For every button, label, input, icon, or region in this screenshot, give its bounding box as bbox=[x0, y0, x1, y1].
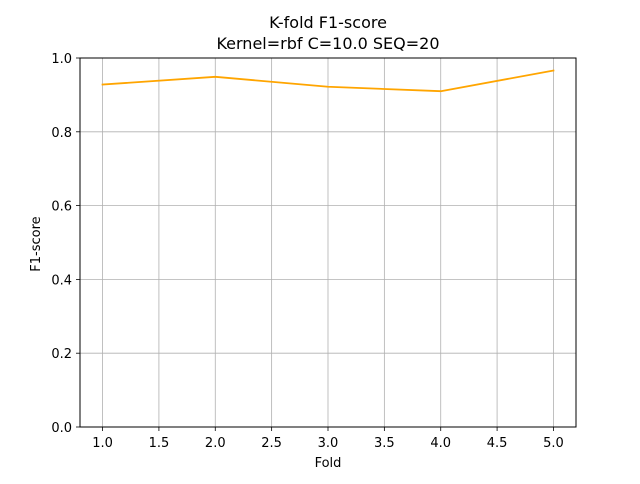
series-layer bbox=[101, 69, 555, 93]
chart-title-line-2: Kernel=rbf C=10.0 SEQ=20 bbox=[216, 34, 439, 53]
x-tick-label: 4.5 bbox=[487, 436, 508, 451]
x-tick-label: 1.0 bbox=[92, 436, 113, 451]
x-tick-label: 1.5 bbox=[149, 436, 170, 451]
x-tick-label: 2.0 bbox=[205, 436, 226, 451]
x-tick-label: 5.0 bbox=[543, 436, 564, 451]
x-axis-label: Fold bbox=[315, 456, 342, 471]
y-axis: 0.0 0.2 0.4 0.6 0.8 1.0 bbox=[51, 52, 80, 436]
y-tick-label: 0.6 bbox=[51, 200, 72, 215]
x-axis: 1.0 1.5 2.0 2.5 3.0 3.5 4.0 4.5 5.0 bbox=[92, 427, 564, 451]
series-line-0 bbox=[101, 69, 555, 93]
y-tick-label: 0.2 bbox=[51, 347, 72, 362]
y-tick-label: 0.0 bbox=[51, 421, 72, 436]
y-axis-label: F1-score bbox=[29, 216, 44, 271]
grid bbox=[80, 57, 576, 428]
x-tick-label: 3.5 bbox=[374, 436, 395, 451]
chart-title-line-1: K-fold F1-score bbox=[269, 13, 387, 32]
x-tick-label: 3.0 bbox=[318, 436, 339, 451]
x-tick-label: 4.0 bbox=[430, 436, 451, 451]
y-tick-label: 0.8 bbox=[51, 126, 72, 141]
x-tick-label: 2.5 bbox=[261, 436, 282, 451]
y-tick-label: 0.4 bbox=[51, 273, 72, 288]
y-tick-label: 1.0 bbox=[51, 52, 72, 67]
